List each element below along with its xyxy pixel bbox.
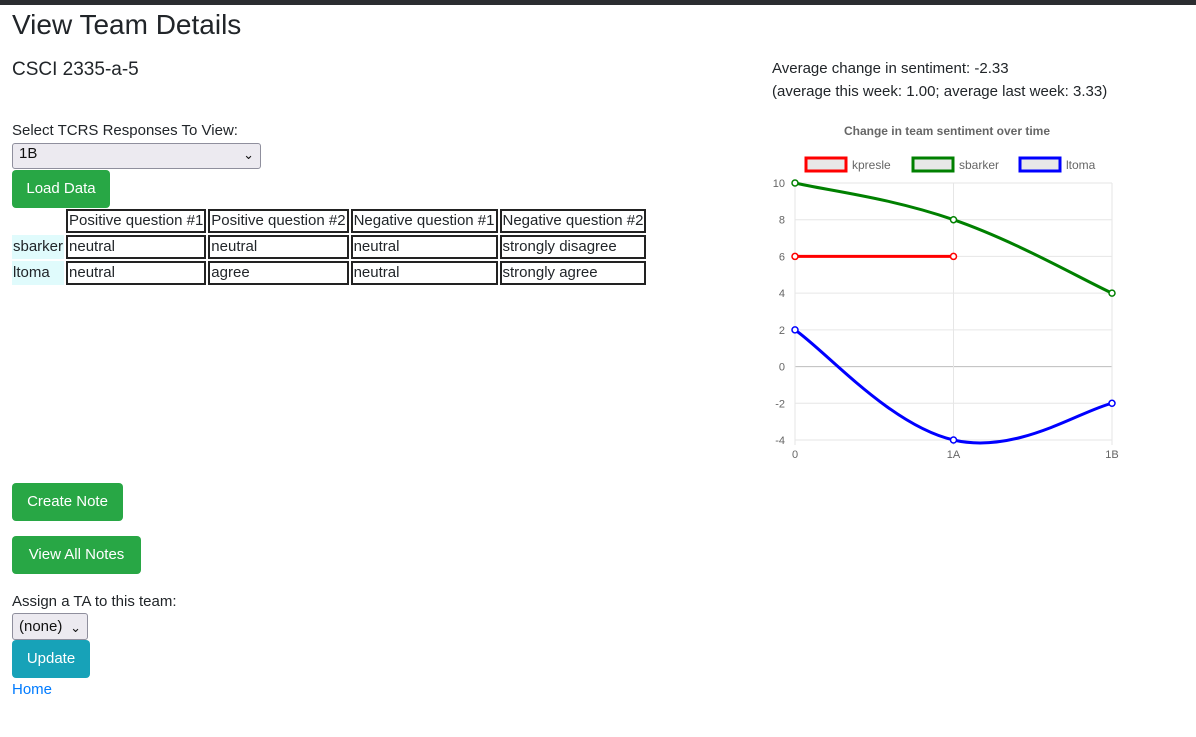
response-cell: strongly agree (499, 261, 647, 285)
response-cell: neutral (350, 261, 498, 285)
sentiment-summary: Average change in sentiment: -2.33 (aver… (772, 57, 1107, 103)
data-point (791, 326, 799, 334)
create-note-button[interactable]: Create Note (12, 483, 123, 521)
data-point (791, 252, 799, 261)
y-tick-label: 6 (779, 251, 785, 263)
legend-label: ltoma (1066, 158, 1096, 172)
x-tick-label: 1B (1105, 449, 1118, 461)
legend-swatch (804, 156, 848, 173)
chevron-down-icon: ⌄ (70, 620, 81, 635)
header-negative-question-2: Negative question #2 (499, 209, 647, 233)
y-tick-label: 4 (779, 288, 785, 300)
response-cell: agree (208, 261, 349, 285)
team-name: CSCI 2335-a-5 (12, 59, 139, 80)
sentiment-chart: 10 8 6 4 2 0 -2 -4 0 1A 1B kpresle sbarker ltoma (773, 156, 1119, 461)
tcrs-select[interactable]: 1B ⌄ (12, 143, 261, 169)
data-point (949, 436, 958, 444)
row-student-name: sbarker (12, 235, 65, 259)
legend-swatch (1018, 156, 1062, 173)
chart-title: Change in team sentiment over time (843, 124, 1051, 138)
y-tick-label: 0 (779, 362, 785, 374)
header-positive-question-2: Positive question #2 (208, 209, 349, 233)
response-cell: strongly disagree (499, 235, 647, 259)
legend-label: sbarker (959, 158, 999, 172)
data-point (1108, 399, 1116, 408)
update-button[interactable]: Update (12, 640, 90, 678)
tcrs-select-value: 1B (19, 145, 38, 162)
y-tick-label: -2 (775, 398, 785, 410)
data-point (1108, 289, 1116, 297)
average-detail-text: (average this week: 1.00; average last w… (772, 83, 1108, 100)
tcrs-select-label: Select TCRS Responses To View: (12, 122, 238, 139)
header-negative-question-1: Negative question #1 (350, 209, 498, 233)
data-point (791, 179, 799, 187)
page-title: View Team Details (12, 9, 242, 40)
x-tick-label: 1A (947, 449, 961, 461)
top-bar (0, 0, 1196, 5)
y-tick-label: 10 (773, 178, 785, 190)
table-corner-cell (12, 209, 64, 233)
response-cell: neutral (350, 235, 498, 259)
y-tick-label: 8 (779, 215, 785, 227)
home-link[interactable]: Home (12, 681, 53, 698)
data-point (949, 252, 958, 261)
response-cell: neutral (66, 261, 207, 285)
ta-select-value: (none) (19, 618, 63, 635)
y-tick-label: 2 (779, 325, 785, 337)
view-all-notes-button[interactable]: View All Notes (12, 536, 141, 574)
response-cell: neutral (208, 235, 349, 259)
legend-label: kpresle (852, 158, 891, 172)
header-positive-question-1: Positive question #1 (66, 209, 207, 233)
ta-select-label: Assign a TA to this team: (12, 593, 177, 610)
chevron-down-icon: ⌄ (243, 147, 254, 162)
row-student-name: ltoma (12, 261, 65, 285)
y-tick-label: -4 (775, 435, 785, 447)
average-change-text: Average change in sentiment: -2.33 (772, 60, 1009, 77)
x-tick-label: 0 (792, 449, 798, 461)
table-row: ltoma neutral agree neutral strongly agr… (12, 261, 647, 285)
ta-select[interactable]: (none) ⌄ (12, 613, 88, 640)
table-header-row: Positive question #1 Positive question #… (12, 209, 647, 233)
legend-swatch (911, 156, 955, 173)
response-cell: neutral (66, 235, 207, 259)
table-row: sbarker neutral neutral neutral strongly… (12, 235, 647, 259)
load-data-button[interactable]: Load Data (12, 170, 110, 208)
data-point (949, 215, 958, 224)
responses-table: Positive question #1 Positive question #… (10, 207, 648, 287)
